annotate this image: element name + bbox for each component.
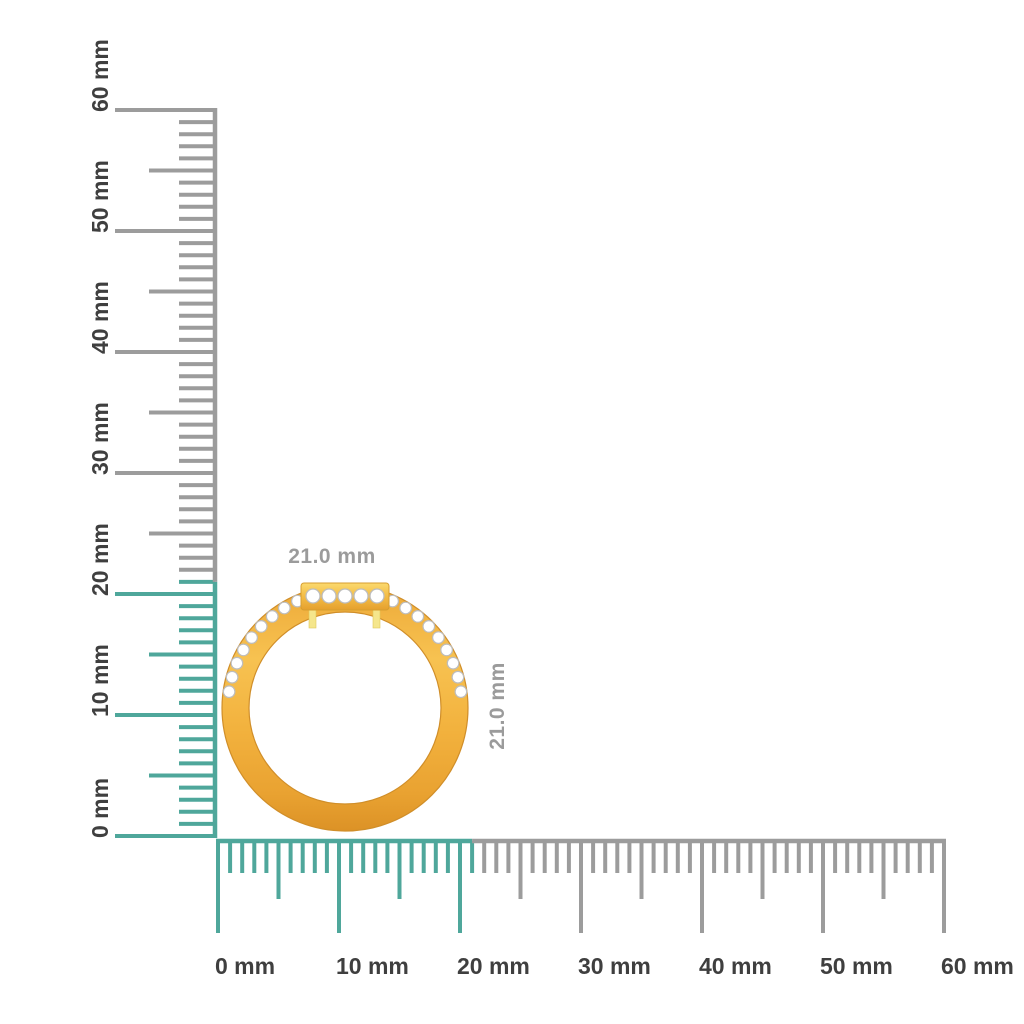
band-diamond-icon — [230, 656, 244, 670]
band-diamond-icon — [432, 631, 445, 644]
cluster-diamonds — [305, 588, 385, 604]
width-dimension-label: 21.0 mm — [288, 545, 376, 568]
vertical-ruler-label: 30 mm — [87, 402, 113, 475]
vertical-ruler-label: 20 mm — [87, 523, 113, 596]
horizontal-ruler-label: 10 mm — [336, 953, 409, 979]
band-diamonds — [222, 594, 468, 699]
band-diamond-icon — [222, 685, 236, 699]
band-diamond-icon — [399, 601, 413, 615]
band-diamond-icon — [254, 620, 268, 633]
horizontal-ruler-label: 60 mm — [941, 953, 1014, 979]
band-diamond-icon — [454, 685, 468, 699]
vertical-ruler-label: 0 mm — [87, 778, 113, 838]
band-diamond-icon — [277, 601, 291, 615]
band-diamond-icon — [245, 631, 259, 644]
cluster-diamond-icon — [305, 588, 321, 604]
band-diamond-icon — [265, 610, 279, 623]
band-diamond-icon — [236, 643, 250, 657]
cluster-diamond-icon — [321, 588, 337, 604]
band-diamond-icon — [411, 610, 425, 623]
horizontal-ruler-label: 50 mm — [820, 953, 893, 979]
height-dimension-label: 21.0 mm — [486, 662, 509, 750]
horizontal-ruler-label: 20 mm — [457, 953, 530, 979]
band-diamond-icon — [440, 643, 454, 657]
band-diamond-icon — [446, 656, 460, 670]
ring-top-cluster — [300, 582, 390, 611]
cluster-diamond-icon — [337, 588, 353, 604]
band-diamond-icon — [225, 670, 239, 684]
vertical-ruler-label: 10 mm — [87, 644, 113, 717]
horizontal-ruler-label: 0 mm — [215, 953, 275, 979]
cluster-diamond-icon — [369, 588, 385, 604]
band-diamond-icon — [422, 620, 436, 633]
cluster-diamond-icon — [353, 588, 369, 604]
band-diamond-icon — [451, 670, 465, 684]
vertical-ruler-label: 60 mm — [87, 39, 113, 112]
horizontal-ruler-label: 30 mm — [578, 953, 651, 979]
horizontal-ruler-label: 40 mm — [699, 953, 772, 979]
vertical-ruler-label: 50 mm — [87, 160, 113, 233]
vertical-ruler-label: 40 mm — [87, 281, 113, 354]
